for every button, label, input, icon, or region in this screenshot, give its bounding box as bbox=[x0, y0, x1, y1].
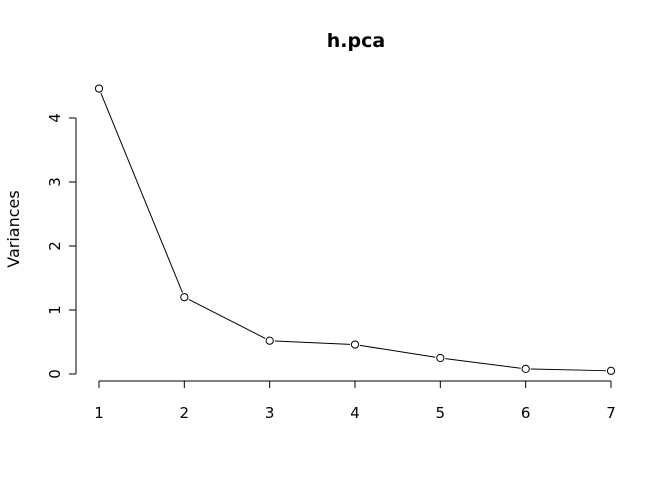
y-tick-label: 0 bbox=[46, 369, 64, 379]
series-line-segment bbox=[188, 299, 266, 339]
chart-title: h.pca bbox=[327, 30, 385, 52]
data-point bbox=[94, 84, 104, 93]
series-line-segment bbox=[359, 344, 436, 358]
variance-series bbox=[94, 84, 616, 375]
data-point bbox=[521, 364, 530, 373]
data-point bbox=[606, 366, 616, 375]
x-tick-label: 1 bbox=[94, 404, 104, 422]
y-tick-label: 2 bbox=[46, 241, 64, 251]
x-tick-label: 2 bbox=[180, 404, 190, 422]
x-tick-label: 7 bbox=[606, 404, 616, 422]
x-tick-label: 4 bbox=[350, 404, 360, 422]
y-tick-label: 3 bbox=[46, 177, 64, 187]
data-point bbox=[265, 336, 274, 345]
series-line-segment bbox=[530, 368, 607, 372]
data-point bbox=[436, 353, 445, 363]
x-axis: 1 2 3 4 5 6 7 bbox=[94, 380, 616, 422]
x-tick-label: 3 bbox=[265, 404, 275, 422]
y-axis: 0 1 2 3 4 bbox=[46, 113, 77, 379]
y-tick-label: 4 bbox=[46, 113, 64, 123]
series-line-segment bbox=[274, 340, 351, 345]
x-tick-label: 6 bbox=[521, 404, 531, 422]
series-line-segment bbox=[100, 92, 183, 293]
data-point bbox=[180, 293, 189, 302]
y-axis-label: Variances bbox=[4, 190, 23, 267]
y-tick-label: 1 bbox=[46, 305, 64, 315]
x-tick-label: 5 bbox=[436, 404, 446, 422]
series-line-segment bbox=[445, 358, 521, 369]
data-point bbox=[350, 340, 360, 349]
